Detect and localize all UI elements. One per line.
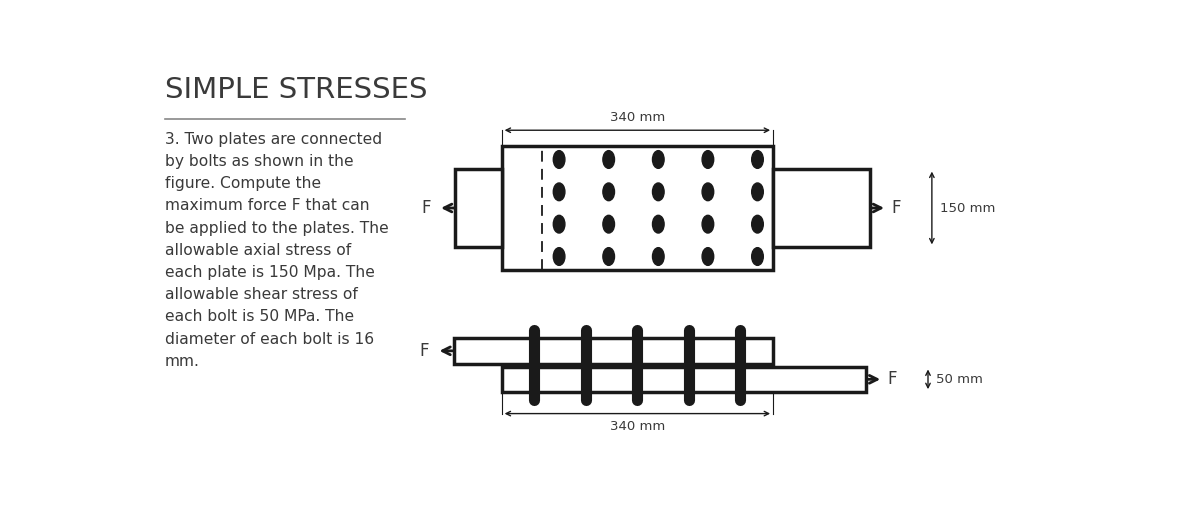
Ellipse shape xyxy=(554,151,565,168)
Text: F: F xyxy=(420,342,429,360)
Text: 50 mm: 50 mm xyxy=(935,373,983,386)
Ellipse shape xyxy=(602,248,614,266)
Bar xyxy=(502,145,773,270)
Text: SIMPLE STRESSES: SIMPLE STRESSES xyxy=(165,76,427,104)
Bar xyxy=(773,169,870,247)
Text: F: F xyxy=(891,199,901,217)
Ellipse shape xyxy=(653,248,665,266)
Ellipse shape xyxy=(554,183,565,201)
Ellipse shape xyxy=(653,151,665,168)
Ellipse shape xyxy=(703,248,713,266)
Ellipse shape xyxy=(653,216,665,233)
Ellipse shape xyxy=(752,248,764,266)
Text: F: F xyxy=(421,199,431,217)
Bar xyxy=(453,338,773,364)
Ellipse shape xyxy=(602,183,614,201)
Ellipse shape xyxy=(602,151,614,168)
Ellipse shape xyxy=(554,248,565,266)
Text: F: F xyxy=(888,370,897,388)
Text: 150 mm: 150 mm xyxy=(940,201,995,214)
Ellipse shape xyxy=(602,216,614,233)
Ellipse shape xyxy=(752,216,764,233)
Ellipse shape xyxy=(752,151,764,168)
Bar xyxy=(456,169,502,247)
Ellipse shape xyxy=(554,216,565,233)
Ellipse shape xyxy=(752,183,764,201)
Text: 340 mm: 340 mm xyxy=(610,419,665,433)
Ellipse shape xyxy=(653,183,665,201)
Bar xyxy=(502,367,866,392)
Ellipse shape xyxy=(703,216,713,233)
Ellipse shape xyxy=(703,151,713,168)
Text: 340 mm: 340 mm xyxy=(610,111,665,124)
Text: 3. Two plates are connected
by bolts as shown in the
figure. Compute the
maximum: 3. Two plates are connected by bolts as … xyxy=(165,132,389,369)
Ellipse shape xyxy=(703,183,713,201)
